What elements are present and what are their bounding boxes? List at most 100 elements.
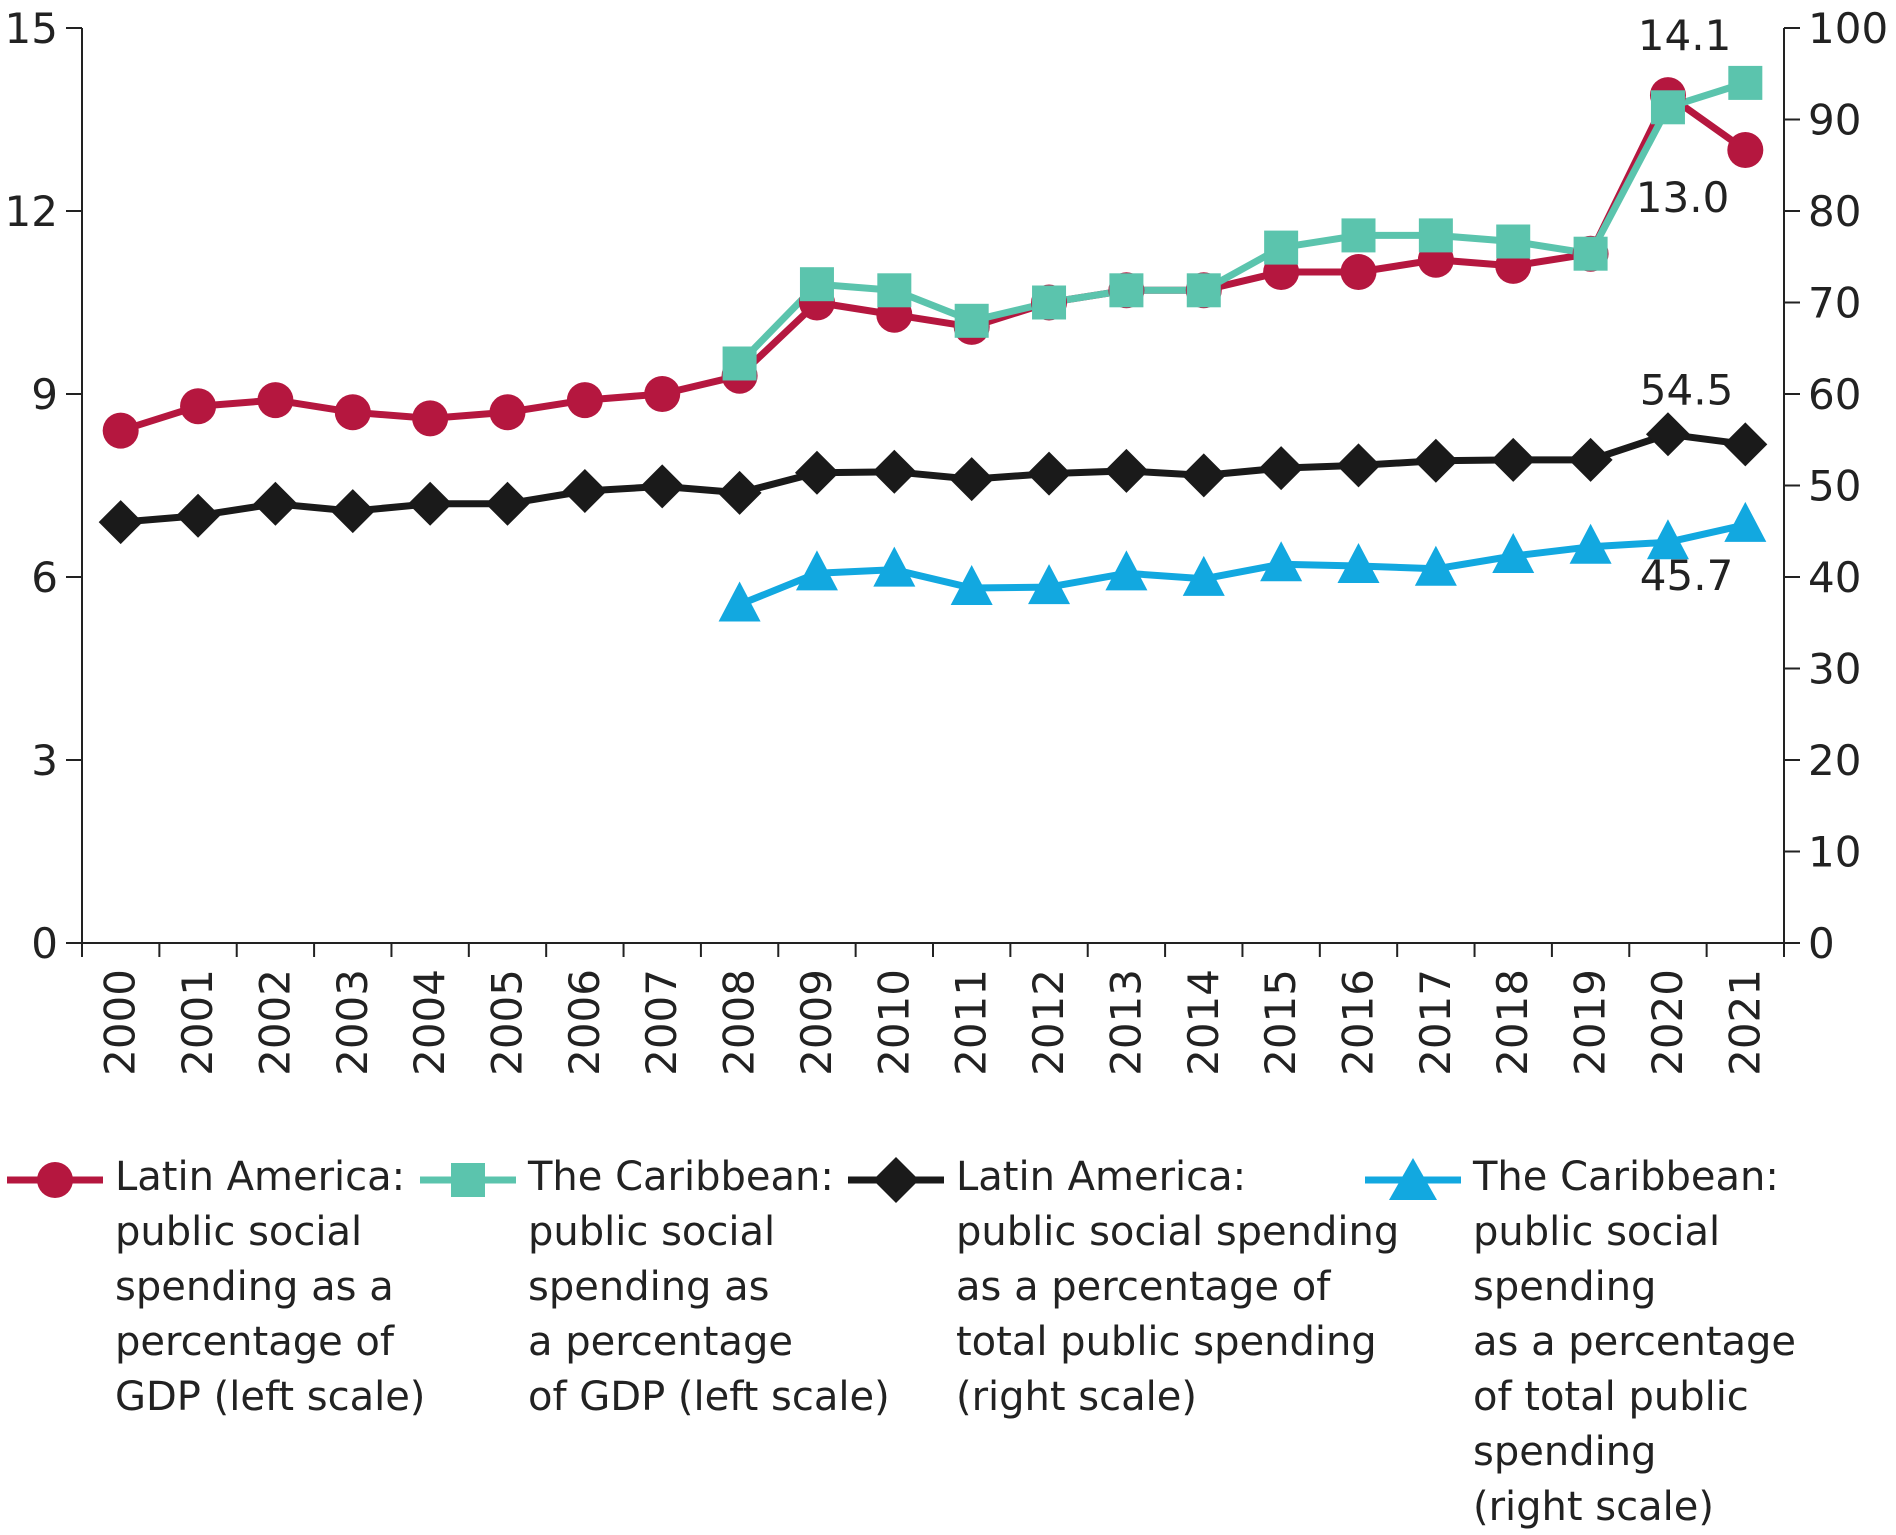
data-point-car_gdp — [1264, 230, 1299, 265]
right-tick-label: 90 — [1808, 96, 1861, 145]
x-tick-label: 2015 — [1256, 969, 1305, 1076]
data-point-la_total — [253, 481, 298, 526]
left-tick-label: 6 — [31, 553, 58, 602]
x-tick-label: 2007 — [637, 969, 686, 1076]
right-tick-label: 10 — [1808, 828, 1861, 877]
data-point-la_total — [872, 449, 917, 494]
data-point-car_gdp — [1650, 90, 1685, 125]
data-point-la_total — [1104, 448, 1149, 493]
legend-marker-triangle — [1365, 1158, 1461, 1200]
x-tick-label: 2016 — [1334, 969, 1383, 1076]
legend-marker-square — [420, 1163, 516, 1197]
x-tick-label: 2018 — [1488, 969, 1537, 1076]
data-label-la_gdp: 13.0 — [1636, 173, 1730, 222]
data-point-car_gdp — [954, 303, 989, 338]
chart-canvas: 0 3 6 9 12 15 0 10 20 30 40 50 60 70 80 90 100 2000 2001 20… — [5, 4, 1889, 1076]
x-tick-label: 2004 — [405, 969, 454, 1076]
data-label-la_total: 54.5 — [1640, 365, 1734, 414]
data-point-la_total — [485, 481, 530, 526]
data-point-la_total — [1491, 437, 1536, 482]
data-point-la_total — [176, 493, 221, 538]
right-tick-label: 0 — [1808, 919, 1835, 968]
data-point-car_gdp — [1109, 273, 1144, 308]
x-tick-label: 2005 — [483, 969, 532, 1076]
series-line-la_total — [120, 430, 1746, 526]
data-point-car_total — [1414, 545, 1457, 586]
data-point-la_total — [562, 468, 607, 513]
x-tick-label: 2011 — [947, 969, 996, 1076]
legend-label-caribbean-total: The Caribbean: public social spending as… — [1473, 1154, 1797, 1530]
data-point-la_gdp — [102, 412, 139, 449]
data-point-la_total — [794, 450, 839, 495]
data-point-car_gdp — [1573, 236, 1608, 271]
series-line-la_gdp — [119, 91, 1748, 434]
data-point-car_gdp — [1418, 218, 1453, 253]
left-tick-label: 0 — [31, 919, 58, 968]
data-point-car_total — [950, 564, 993, 605]
data-label-car_total: 45.7 — [1640, 551, 1734, 600]
x-tick-label: 2017 — [1411, 969, 1460, 1076]
left-tick-label: 9 — [31, 370, 58, 419]
x-tick-label: 2003 — [328, 969, 377, 1076]
data-point-car_total — [873, 546, 916, 587]
data-point-la_total — [1723, 422, 1768, 467]
legend-item-caribbean-gdp: The Caribbean: public social spending as… — [418, 1150, 890, 1425]
data-point-la_gdp — [1340, 254, 1377, 290]
x-tick-label: 2008 — [715, 969, 764, 1076]
data-label-car_gdp: 14.1 — [1638, 11, 1732, 60]
data-point-la_total — [1413, 438, 1458, 483]
x-tick-label: 2014 — [1179, 969, 1228, 1076]
data-point-la_gdp — [644, 376, 681, 412]
legend: Latin America: public social spending as… — [0, 1150, 1896, 1530]
data-point-car_total — [795, 550, 838, 591]
right-tick-label: 80 — [1808, 187, 1861, 236]
data-point-car_gdp — [1728, 65, 1763, 100]
data-point-la_total — [1336, 443, 1381, 488]
left-tick-label: 12 — [5, 187, 58, 236]
x-tick-label: 2006 — [560, 969, 609, 1076]
x-tick-label: 2021 — [1720, 969, 1769, 1076]
data-point-la_total — [1027, 451, 1072, 496]
data-point-la_gdp — [566, 382, 603, 419]
data-point-la_total — [949, 457, 994, 502]
legend-item-la-gdp: Latin America: public social spending as… — [5, 1150, 425, 1425]
data-point-car_total — [1724, 501, 1767, 542]
data-point-la_total — [330, 489, 375, 534]
data-point-car_gdp — [1341, 218, 1376, 253]
right-tick-label: 60 — [1808, 370, 1861, 419]
left-tick-label: 15 — [5, 4, 58, 53]
data-point-car_total — [1028, 564, 1071, 605]
data-point-car_gdp — [799, 267, 834, 302]
data-point-car_gdp — [1186, 273, 1221, 308]
data-point-car_gdp — [877, 273, 912, 308]
data-point-la_gdp — [257, 382, 294, 419]
right-tick-label: 100 — [1808, 4, 1888, 53]
x-tick-label: 2002 — [250, 969, 299, 1076]
x-tick-label: 2001 — [173, 969, 222, 1076]
x-tick-label: 2000 — [96, 969, 145, 1076]
data-point-car_total — [1260, 541, 1303, 582]
data-point-la_total — [1181, 453, 1226, 498]
data-point-la_total — [640, 464, 685, 509]
data-point-la_gdp — [1727, 132, 1764, 168]
data-point-car_total — [1337, 543, 1380, 584]
x-tick-label: 2012 — [1024, 969, 1073, 1076]
data-point-la_total — [1645, 412, 1690, 457]
data-point-car_total — [718, 581, 761, 622]
legend-label-la-gdp: Latin America: public social spending as… — [115, 1154, 426, 1420]
data-point-car_total — [1105, 550, 1148, 591]
data-point-la_gdp — [180, 388, 217, 425]
right-tick-label: 40 — [1808, 553, 1861, 602]
left-tick-label: 3 — [31, 736, 58, 785]
right-tick-label: 20 — [1808, 736, 1861, 785]
legend-marker-circle — [7, 1162, 103, 1198]
data-point-la_total — [408, 481, 453, 526]
x-tick-label: 2013 — [1101, 969, 1150, 1076]
legend-item-la-total: Latin America: public social spending as… — [846, 1150, 1399, 1425]
data-point-la_total — [1259, 446, 1304, 491]
data-point-la_gdp — [412, 400, 449, 437]
x-tick-label: 2010 — [869, 969, 918, 1076]
legend-label-caribbean-gdp: The Caribbean: public social spending as… — [528, 1154, 890, 1420]
data-point-la_gdp — [489, 394, 526, 431]
data-point-la_total — [98, 500, 143, 545]
